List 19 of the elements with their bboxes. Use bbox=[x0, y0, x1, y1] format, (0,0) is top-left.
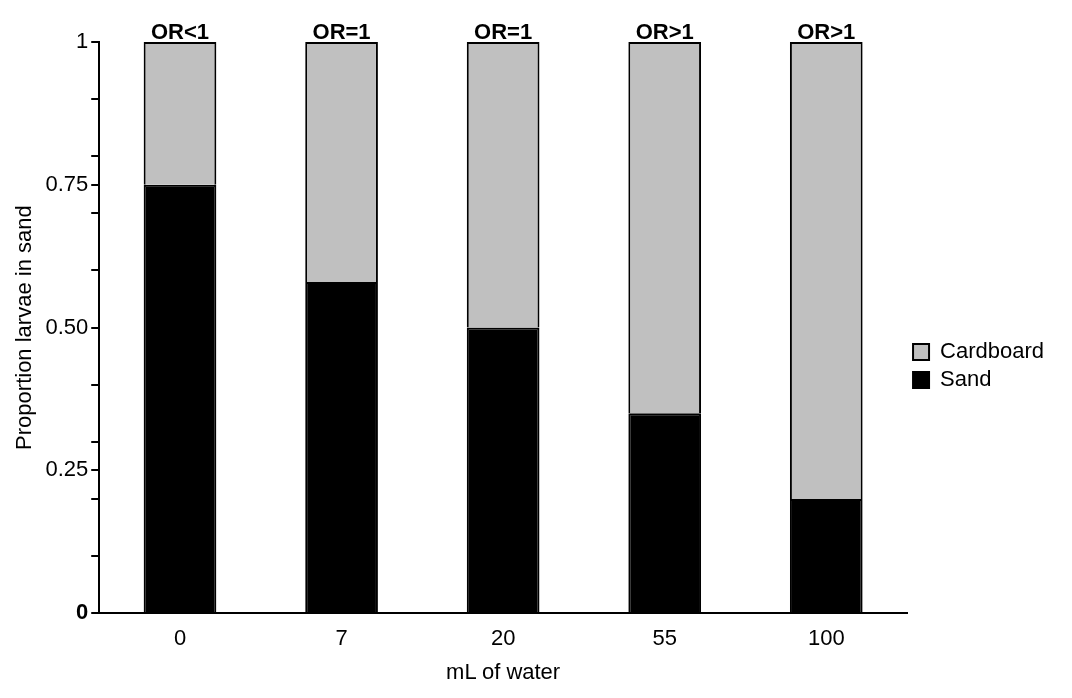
x-tick-label: 100 bbox=[807, 625, 845, 651]
x-tick-label: 0 bbox=[173, 625, 187, 651]
annotation: OR=1 bbox=[474, 19, 533, 45]
x-tick-label: 20 bbox=[490, 625, 516, 651]
y-tick-label: 1 bbox=[75, 28, 89, 54]
annotation: OR>1 bbox=[635, 19, 694, 45]
y-tick-label: 0 bbox=[75, 599, 89, 625]
y-tick-label: 0.25 bbox=[45, 456, 89, 482]
annotation: OR<1 bbox=[150, 19, 210, 45]
legend-label: Sand bbox=[940, 366, 992, 392]
y-axis-title: Proportion larvae in sand bbox=[11, 205, 37, 450]
annotation: OR>1 bbox=[797, 19, 856, 45]
x-axis-title: mL of water bbox=[446, 658, 561, 684]
x-tick-label: 55 bbox=[652, 625, 677, 651]
y-tick-label: 0.50 bbox=[45, 313, 89, 339]
y-tick-label: 0.75 bbox=[45, 170, 89, 196]
annotation: OR=1 bbox=[312, 19, 371, 45]
legend-label: Cardboard bbox=[940, 338, 1044, 364]
x-tick-label: 7 bbox=[335, 625, 348, 651]
